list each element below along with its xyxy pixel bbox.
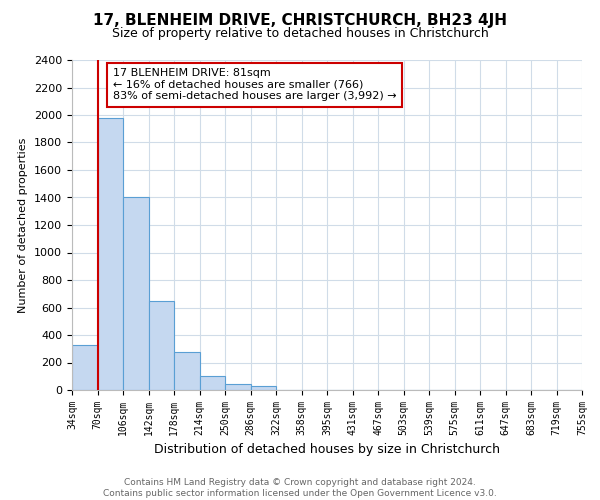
Bar [174,352,199,390]
Bar [225,384,251,390]
Bar [72,346,97,390]
Y-axis label: Number of detached properties: Number of detached properties [19,138,28,312]
Text: 17, BLENHEIM DRIVE, CHRISTCHURCH, BH23 4JH: 17, BLENHEIM DRIVE, CHRISTCHURCH, BH23 4… [93,12,507,28]
Bar [199,376,225,390]
Text: 17 BLENHEIM DRIVE: 81sqm
← 16% of detached houses are smaller (766)
83% of semi-: 17 BLENHEIM DRIVE: 81sqm ← 16% of detach… [113,68,397,102]
Bar [251,386,276,390]
Text: Size of property relative to detached houses in Christchurch: Size of property relative to detached ho… [112,28,488,40]
Bar [149,300,174,390]
Bar [97,118,123,390]
Bar [123,198,149,390]
X-axis label: Distribution of detached houses by size in Christchurch: Distribution of detached houses by size … [154,444,500,456]
Text: Contains HM Land Registry data © Crown copyright and database right 2024.
Contai: Contains HM Land Registry data © Crown c… [103,478,497,498]
